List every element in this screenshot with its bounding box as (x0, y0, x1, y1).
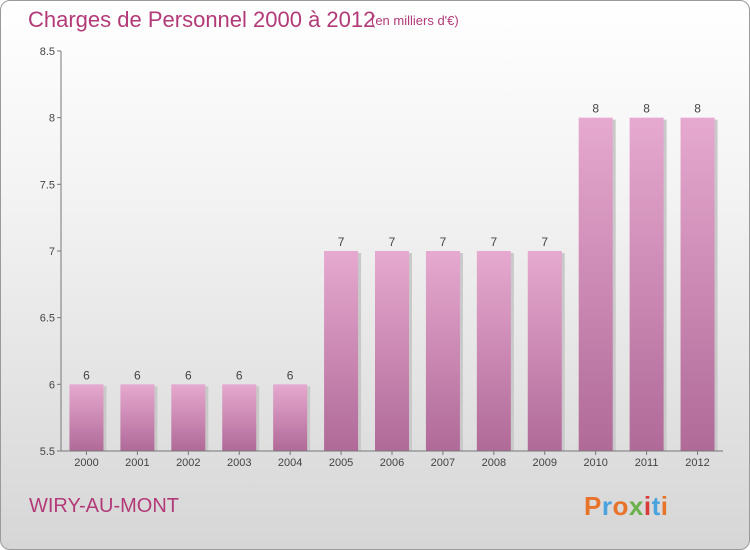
data-label-2007: 7 (440, 235, 447, 249)
data-label-2008: 7 (491, 235, 498, 249)
logo-letter: r (601, 491, 613, 521)
bar-2010[interactable] (578, 117, 613, 452)
commune-name: WIRY-AU-MONT (29, 495, 179, 517)
chart-title: Charges de Personnel 2000 à 2012 (28, 7, 376, 32)
bar-2000[interactable] (69, 384, 104, 451)
x-tick-label-2008: 2008 (482, 457, 506, 469)
bar-2011[interactable] (629, 117, 664, 452)
proxiti-logo[interactable]: Proxiti (584, 491, 668, 522)
y-tick-label-8.5: 8.5 (40, 46, 55, 58)
logo-letter: P (584, 491, 602, 521)
data-label-2005: 7 (338, 235, 345, 249)
bar-2008[interactable] (476, 251, 511, 451)
y-tick-label-8: 8 (49, 113, 55, 125)
data-label-2012: 8 (694, 102, 701, 116)
bar-2012[interactable] (680, 117, 715, 452)
chart-unit: (en milliers d'€) (371, 13, 459, 28)
bar-2009[interactable] (527, 251, 562, 451)
x-tick-label-2006: 2006 (380, 457, 404, 469)
bar-2003[interactable] (222, 384, 257, 451)
bar-2004[interactable] (273, 384, 308, 451)
data-label-2002: 6 (185, 368, 192, 382)
y-tick-label-5.5: 5.5 (40, 446, 55, 458)
data-label-2000: 6 (83, 368, 90, 382)
y-tick-label-7: 7 (49, 246, 55, 258)
x-tick-label-2001: 2001 (125, 457, 149, 469)
x-tick-label-2002: 2002 (176, 457, 200, 469)
x-tick-label-2011: 2011 (635, 457, 659, 469)
logo-letter: i (660, 491, 669, 521)
bar-2007[interactable] (425, 251, 460, 451)
data-label-2003: 6 (236, 368, 243, 382)
data-label-2009: 7 (541, 235, 548, 249)
bar-2001[interactable] (120, 384, 155, 451)
bar-2006[interactable] (375, 251, 409, 451)
x-tick-label-2003: 2003 (227, 457, 251, 469)
logo-letter: o (612, 491, 629, 521)
y-tick-label-7.5: 7.5 (40, 179, 55, 191)
data-label-2001: 6 (134, 368, 141, 382)
logo-letter: x (628, 491, 644, 521)
x-tick-label-2005: 2005 (329, 457, 353, 469)
logo-letter: i (643, 491, 652, 521)
data-label-2004: 6 (287, 368, 294, 382)
y-tick-label-6.5: 6.5 (40, 313, 55, 325)
x-tick-label-2007: 2007 (431, 457, 455, 469)
data-label-2006: 7 (389, 235, 396, 249)
data-label-2010: 8 (592, 102, 599, 116)
data-label-2011: 8 (643, 102, 650, 116)
bar-2002[interactable] (171, 384, 206, 451)
x-tick-label-2012: 2012 (685, 457, 709, 469)
x-tick-label-2009: 2009 (533, 457, 557, 469)
bars-layer: 6 6 6 6 6 7 7 7 7 7 8 8 8 (69, 102, 718, 452)
axes-layer: 2000 2001 2002 2003 2004 2005 2006 2007 2008 2009… (40, 46, 723, 469)
x-tick-label-2000: 2000 (74, 457, 98, 469)
bar-2005[interactable] (324, 251, 359, 451)
x-tick-label-2004: 2004 (278, 457, 302, 469)
x-tick-label-2010: 2010 (583, 457, 607, 469)
y-tick-label-6: 6 (49, 379, 55, 391)
logo-letter: t (651, 491, 661, 521)
